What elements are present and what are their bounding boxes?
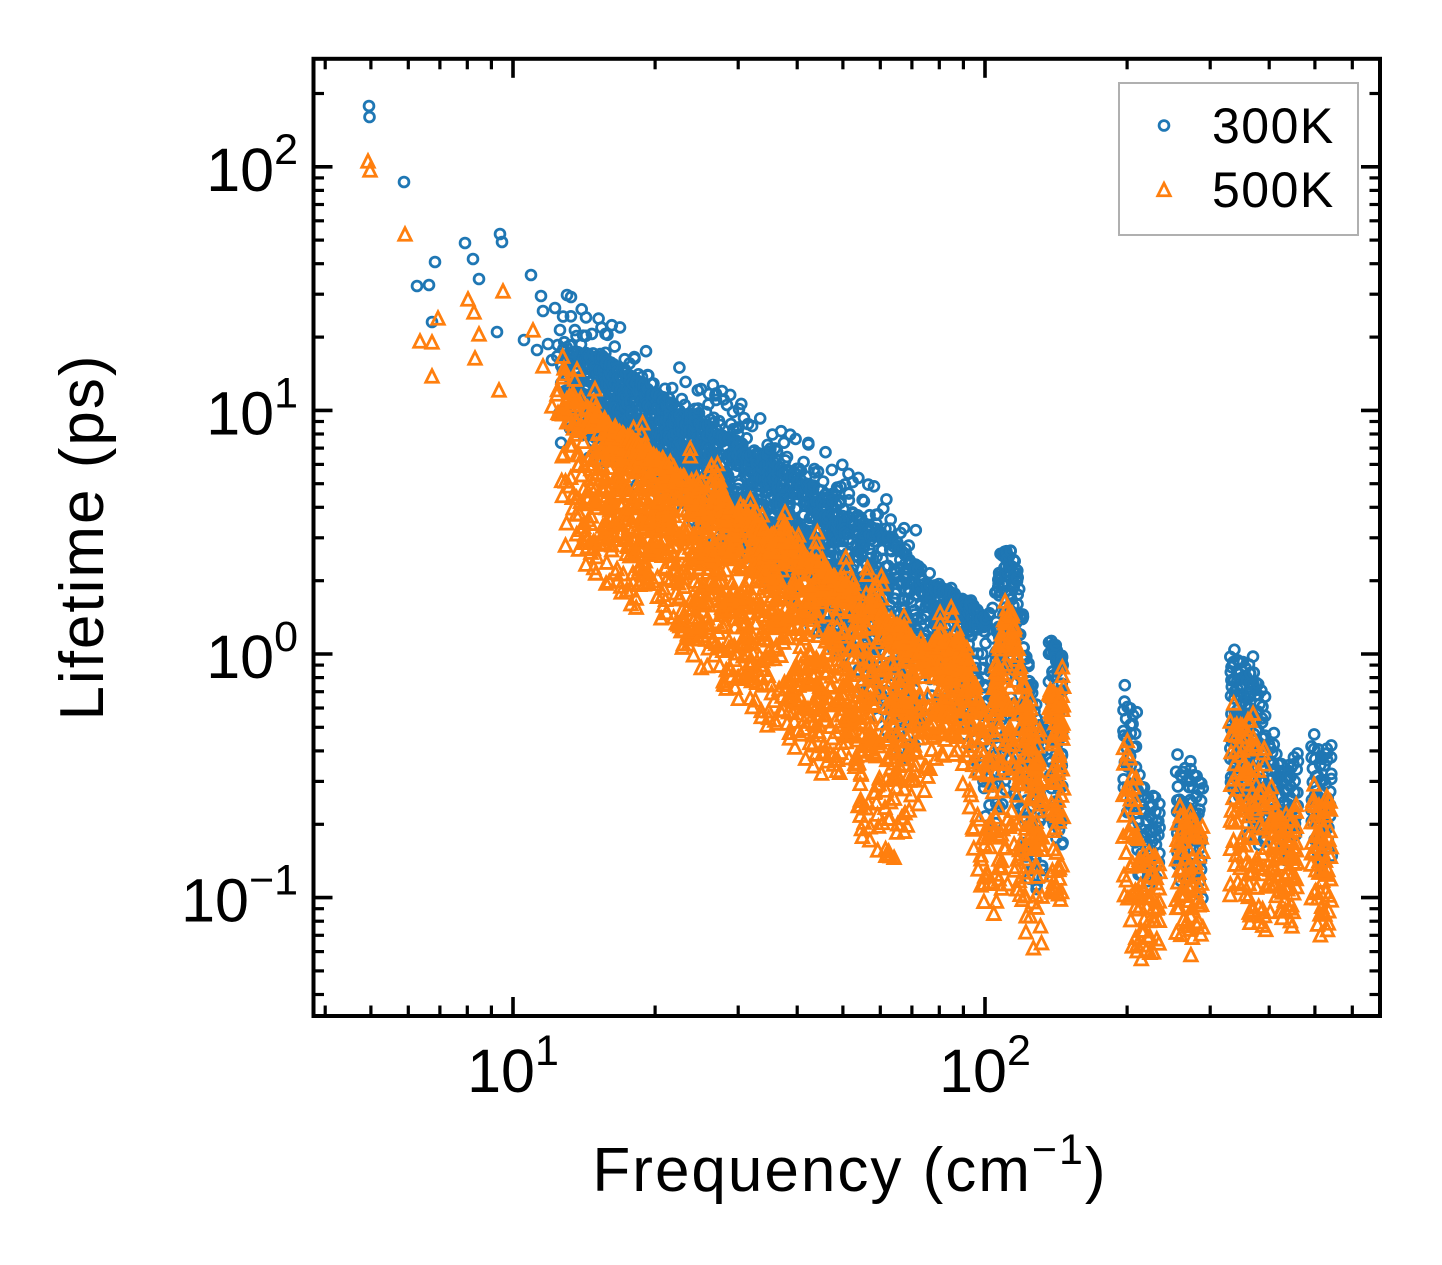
svg-text:Lifetime (ps): Lifetime (ps): [48, 353, 117, 720]
svg-text:500K: 500K: [1212, 162, 1335, 218]
svg-text:Frequency (cm−1): Frequency (cm−1): [592, 1126, 1107, 1205]
svg-text:300K: 300K: [1212, 98, 1335, 154]
